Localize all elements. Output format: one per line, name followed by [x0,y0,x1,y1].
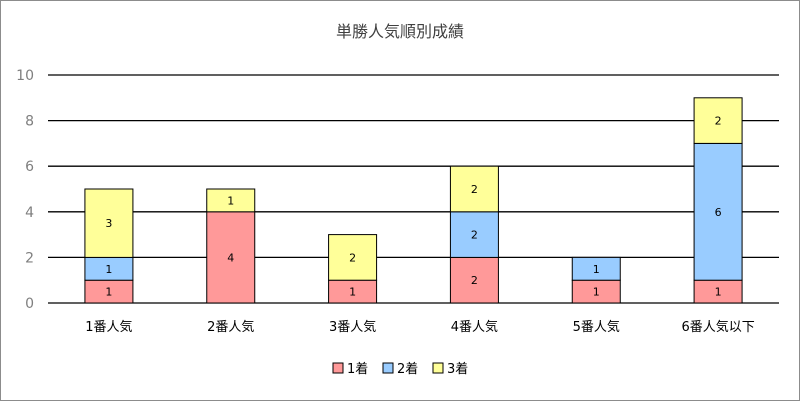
y-tick-label: 0 [25,296,34,312]
data-label: 3 [105,217,112,230]
data-label: 4 [227,251,234,264]
data-label: 1 [227,194,234,207]
bars: 1 1 3 4 1 1 2 2 2 2 1 1 1 6 2 [84,97,743,304]
bar-segment [206,188,256,213]
data-label: 2 [471,183,478,196]
x-axis-ticks: 1番人気 2番人気 3番人気 4番人気 5番人気 6番人気以下 [85,319,754,335]
y-tick-label: 10 [16,68,34,84]
bar-segment [693,142,743,281]
data-label: 2 [471,229,478,242]
chart-title: 単勝人気順別成績 [336,22,464,41]
x-tick-label: 4番人気 [451,319,498,335]
data-label: 1 [593,286,600,299]
data-label: 1 [105,286,112,299]
legend-swatch [432,362,444,374]
legend: 1着 2着 3着 [332,361,468,377]
bar-segment [449,165,499,213]
bar-segment [571,256,621,281]
data-label: 2 [715,115,722,128]
y-tick-label: 2 [25,250,34,266]
x-tick-label: 6番人気以下 [681,319,754,335]
y-tick-label: 8 [25,114,34,130]
data-label: 2 [471,274,478,287]
bar-segment [449,256,499,304]
data-label: 6 [715,206,722,219]
y-tick-label: 6 [25,159,34,175]
legend-label: 1着 [347,361,368,377]
data-label: 1 [349,286,356,299]
y-axis-ticks: 0 2 4 6 8 10 [16,68,34,312]
bar-segment [449,211,499,258]
data-label: 1 [715,286,722,299]
bar-segment [84,188,134,258]
x-tick-label: 3番人気 [329,319,376,335]
x-tick-label: 5番人気 [573,319,620,335]
legend-swatch [382,362,394,374]
x-tick-label: 1番人気 [85,319,132,335]
y-tick-label: 4 [25,205,34,221]
data-label: 2 [349,251,356,264]
legend-swatch [332,362,344,374]
legend-label: 3着 [447,361,468,377]
bar-segment [328,234,378,281]
data-label: 1 [593,263,600,276]
data-label: 1 [105,263,112,276]
gridlines [48,74,779,304]
bar-segment [693,97,743,144]
x-tick-label: 2番人気 [207,319,254,335]
legend-label: 2着 [397,361,418,377]
